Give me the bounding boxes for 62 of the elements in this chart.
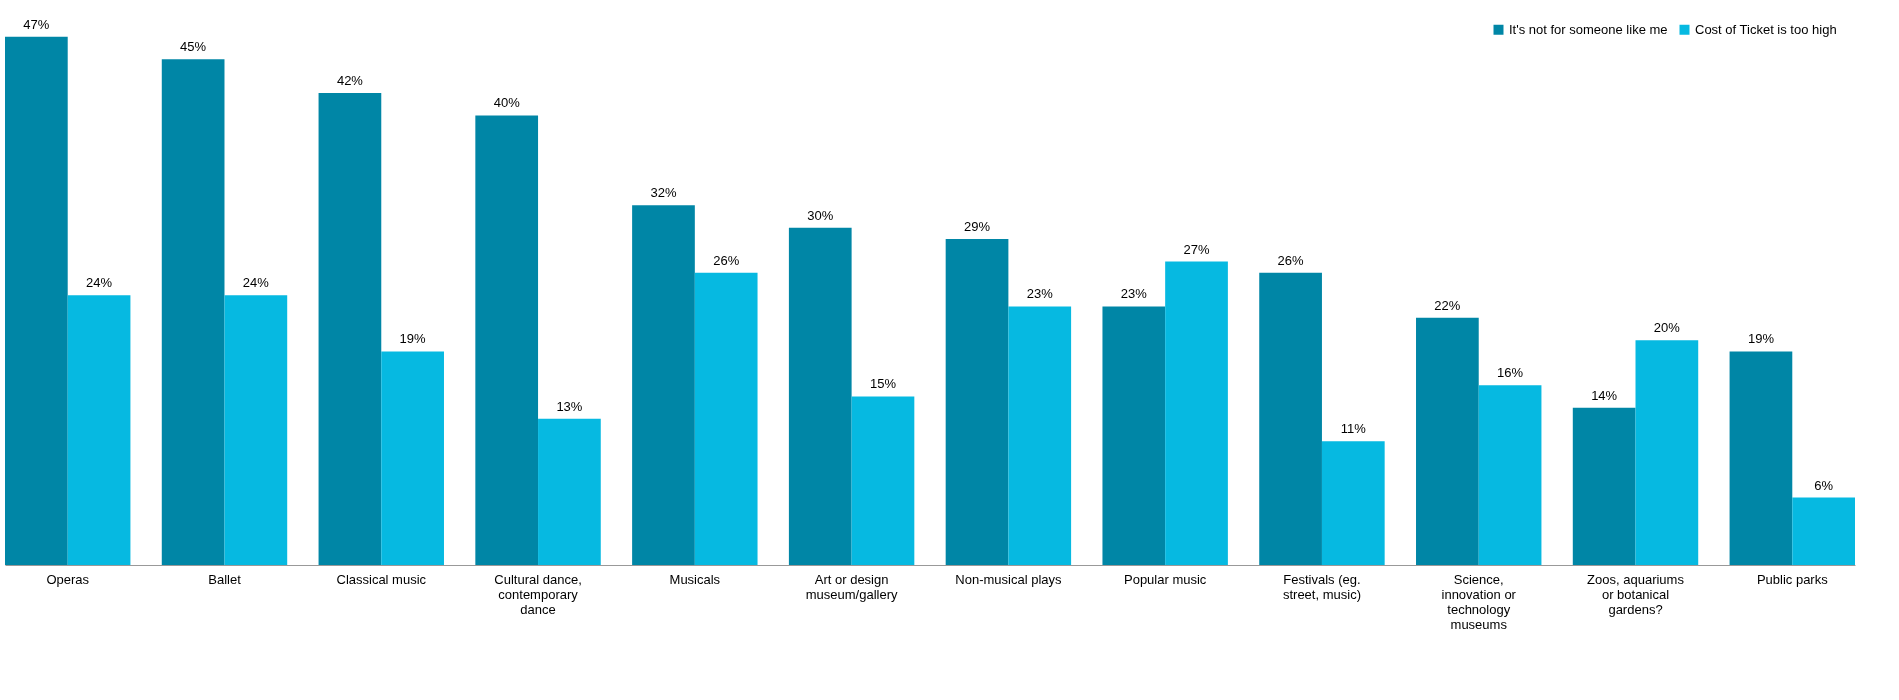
data-label: 45% — [180, 39, 207, 55]
data-label: 13% — [556, 398, 583, 414]
data-label: 32% — [650, 185, 677, 201]
bar — [1102, 306, 1166, 565]
data-label: 16% — [1497, 365, 1524, 381]
bar — [381, 351, 444, 565]
data-label: 11% — [1340, 421, 1367, 437]
bar — [1321, 441, 1385, 565]
data-label: 27% — [1183, 241, 1210, 257]
legend-label: Cost of Ticket is too high — [1695, 21, 1837, 37]
data-label: 47% — [23, 16, 50, 32]
x-tick-label: Ballet — [208, 571, 242, 587]
x-tick-label: Cultural dance, contemporary dance — [494, 571, 582, 617]
bar — [1478, 385, 1542, 565]
x-tick-label: Art or design museum/gallery — [805, 571, 898, 602]
legend-label: It's not for someone like me — [1509, 21, 1668, 37]
data-label: 40% — [493, 95, 521, 111]
bar — [475, 115, 539, 565]
data-label: 20% — [1653, 320, 1681, 336]
bar — [1572, 407, 1636, 565]
x-tick-label: Public parks — [1756, 571, 1829, 587]
bar — [945, 239, 1009, 565]
x-tick-label: Classical music — [336, 571, 427, 587]
data-label: 26% — [1277, 252, 1305, 268]
x-tick-label: Musicals — [669, 571, 721, 587]
x-tick-label: Non-musical plays — [955, 571, 1062, 587]
bar — [694, 272, 758, 565]
bar — [851, 396, 915, 565]
bar — [1008, 306, 1072, 565]
bar — [1729, 351, 1793, 565]
x-tick-label: Science, innovation or technology museums — [1441, 571, 1517, 632]
data-label: 23% — [1120, 286, 1148, 302]
data-label: 19% — [1747, 331, 1775, 347]
data-label: 30% — [807, 207, 834, 223]
bar — [632, 205, 695, 565]
data-label: 14% — [1591, 387, 1618, 403]
bar — [1165, 261, 1228, 565]
bar — [318, 92, 382, 565]
bar — [538, 418, 601, 565]
x-tick-label: Popular music — [1123, 571, 1207, 587]
bar — [5, 36, 68, 565]
data-label: 29% — [964, 219, 991, 235]
x-tick-label: Operas — [46, 571, 90, 587]
bar — [161, 59, 225, 565]
bar — [788, 227, 852, 565]
data-label: 26% — [713, 252, 740, 268]
data-label: 24% — [86, 275, 113, 291]
data-label: 19% — [399, 331, 427, 347]
data-label: 42% — [336, 72, 364, 88]
data-label: 23% — [1026, 286, 1054, 302]
x-tick-label: Festivals (eg. street, music) — [1282, 571, 1361, 602]
bar — [1416, 317, 1479, 565]
bar — [67, 295, 131, 565]
bar — [224, 295, 288, 565]
data-label: 15% — [869, 376, 897, 392]
data-label: 24% — [242, 275, 270, 291]
data-label: 22% — [1434, 297, 1461, 313]
bar — [1259, 272, 1322, 565]
x-tick-label: Zoos, aquariums or botanical gardens? — [1587, 571, 1685, 617]
bar — [1792, 497, 1855, 565]
bar — [1635, 340, 1699, 565]
data-label: 6% — [1814, 477, 1834, 493]
